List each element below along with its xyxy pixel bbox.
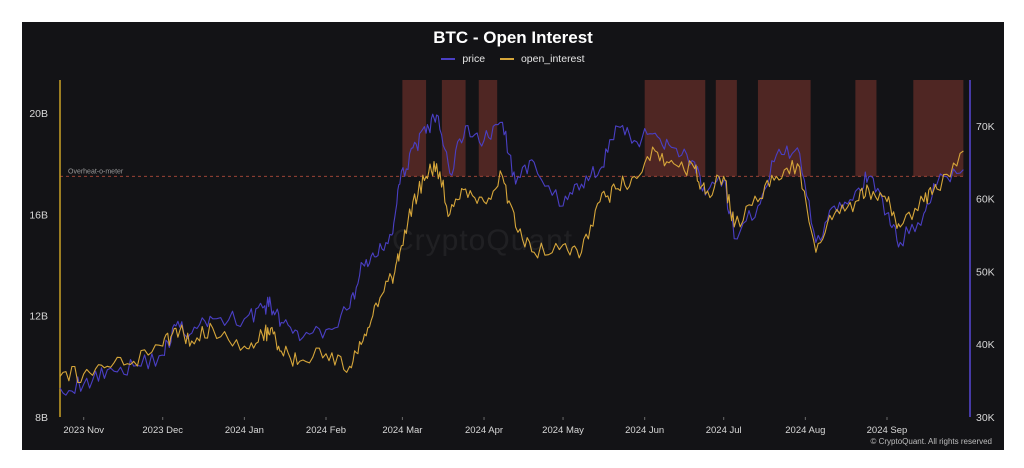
y-right-tick-2: 50K	[976, 266, 995, 278]
watermark-text: CryptoQuant	[392, 224, 574, 257]
overheat-zone-1	[441, 80, 466, 177]
x-tick-6: 2024 May	[542, 425, 584, 436]
x-tick-10: 2024 Sep	[867, 425, 908, 436]
chart-frame: Overheat-o-meter 8B 12B 16B 20B 30K 40K 50K 60K 7…	[22, 22, 1004, 450]
legend-label-open-interest: open_interest	[520, 53, 585, 65]
overheat-zone-6	[855, 80, 877, 177]
x-tick-7: 2024 Jun	[625, 425, 664, 436]
x-tick-1: 2023 Dec	[142, 425, 183, 436]
x-tick-9: 2024 Aug	[785, 425, 825, 436]
y-right-tick-4: 70K	[976, 121, 995, 133]
overheat-zone-2	[478, 80, 498, 177]
legend-swatch-price	[441, 58, 456, 61]
legend-item-price[interactable]: price	[441, 53, 485, 65]
y-left-tick-1: 12B	[29, 311, 48, 323]
y-left-tick-2: 16B	[29, 209, 48, 221]
series-line-open-interest	[59, 146, 964, 384]
overheat-zone-3	[644, 80, 706, 177]
y-left-tick-3: 20B	[29, 108, 48, 120]
y-right-tick-3: 60K	[976, 194, 995, 206]
legend: price open_interest	[22, 53, 1004, 65]
x-tick-2: 2024 Jan	[225, 425, 264, 436]
legend-swatch-open-interest	[500, 58, 515, 61]
copyright-text: © CryptoQuant. All rights reserved	[870, 437, 993, 446]
y-right-tick-1: 40K	[976, 339, 995, 351]
chart-title: BTC - Open Interest	[433, 28, 593, 47]
overheat-threshold-label: Overheat-o-meter	[68, 168, 124, 175]
x-tick-3: 2024 Feb	[306, 425, 346, 436]
overheat-zone-7	[913, 80, 964, 177]
x-tick-5: 2024 Apr	[465, 425, 503, 436]
x-tick-0: 2023 Nov	[63, 425, 104, 436]
legend-item-open-interest[interactable]: open_interest	[500, 53, 585, 65]
y-right-tick-0: 30K	[976, 412, 995, 424]
chart-svg: Overheat-o-meter 8B 12B 16B 20B 30K 40K 50K 60K 7…	[29, 80, 995, 436]
y-left-tick-0: 8B	[35, 412, 48, 424]
series-line-price	[59, 113, 964, 396]
x-tick-4: 2024 Mar	[382, 425, 422, 436]
overheat-zone-5	[757, 80, 811, 177]
overheat-zone-4	[715, 80, 737, 177]
overheat-zone-0	[402, 80, 427, 177]
x-tick-8: 2024 Jul	[706, 425, 742, 436]
legend-label-price: price	[462, 53, 486, 65]
